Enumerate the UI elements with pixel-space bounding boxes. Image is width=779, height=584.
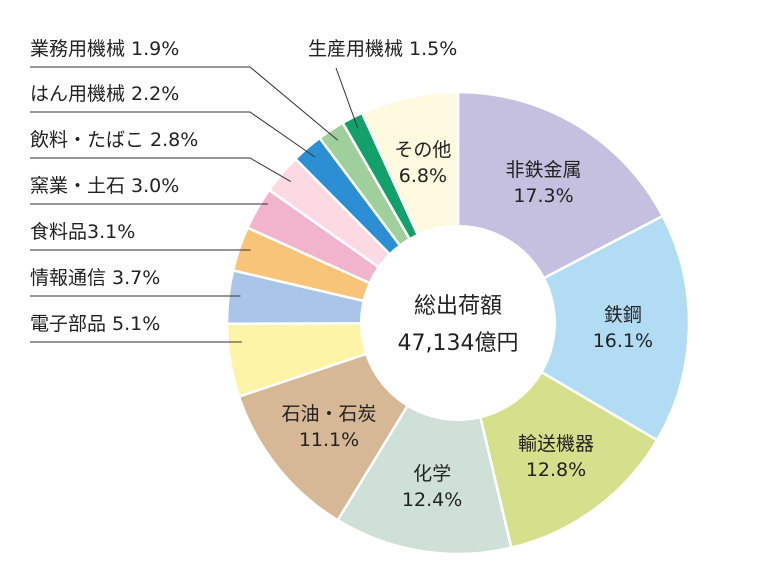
leader-lines-group	[30, 66, 359, 343]
slice-輸送機器-percent: 12.8%	[526, 459, 586, 481]
slice-業務用機械-label: 業務用機械 1.9%	[30, 38, 179, 60]
donut-hole	[360, 225, 556, 421]
slice-石油-石炭-label: 石油・石炭	[281, 403, 376, 425]
slice-飲料-たばこ-leader-line	[30, 157, 292, 183]
center-value: 47,134億円	[398, 331, 519, 356]
slice-化学-percent: 12.4%	[402, 489, 462, 511]
slice-生産用機械-label: 生産用機械 1.5%	[308, 38, 457, 60]
slice-石油-石炭-percent: 11.1%	[299, 429, 359, 451]
slice-窯業-土石-label: 窯業・土石 3.0%	[30, 175, 179, 197]
slice-食料品-label: 食料品3.1%	[30, 221, 135, 243]
slice-鉄鋼	[455, 214, 691, 442]
slice-化学-label: 化学	[413, 463, 451, 485]
slice-情報通信-label: 情報通信 3.7%	[30, 267, 160, 289]
slice-鉄鋼-label: 鉄鋼	[604, 304, 642, 326]
slice-生産用機械-leader-line	[335, 67, 359, 129]
slice-非鉄金属-label: 非鉄金属	[505, 159, 581, 181]
slice-業務用機械-leader-line	[30, 66, 338, 141]
slice-はん用機械-label: はん用機械 2.2%	[30, 83, 179, 105]
slice-その他-percent: 6.8%	[399, 165, 447, 187]
slice-はん用機械-leader-line	[30, 111, 316, 158]
slice-飲料-たばこ-label: 飲料・たばこ 2.8%	[30, 129, 198, 151]
center-title: 総出荷額	[414, 294, 502, 319]
labels-group: 非鉄金属 17.3% 鉄鋼 16.1% 輸送機器 12.8% 化学 12.4% 石油・石炭 11.…	[30, 38, 653, 511]
slice-その他-label: その他	[394, 139, 451, 161]
slice-輸送機器-label: 輸送機器	[518, 433, 594, 455]
slice-非鉄金属-percent: 17.3%	[513, 185, 573, 207]
slice-電子部品-label: 電子部品 5.1%	[30, 313, 160, 335]
slice-鉄鋼-percent: 16.1%	[593, 330, 653, 352]
